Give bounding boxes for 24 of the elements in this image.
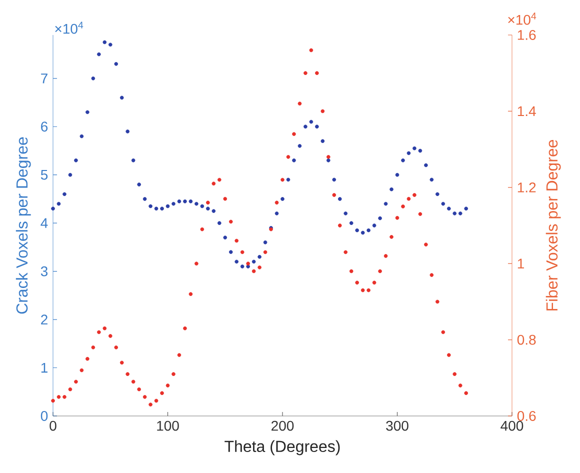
y2-tick-label: 1 <box>518 258 524 268</box>
x-tick-label: 400 <box>500 420 524 431</box>
y2-axis-title: Fiber Voxels per Degree <box>546 140 561 310</box>
x-tick-label: 100 <box>157 420 179 431</box>
y-tick-label: 7 <box>41 74 48 84</box>
y2-tick-label: 0.6 <box>517 411 536 421</box>
y-tick-label: 4 <box>40 218 48 228</box>
text: ×10$^{4}$ <box>508 12 536 25</box>
x-axis-title: Theta (Degrees) <box>224 440 340 456</box>
y-axis-title: Crack Voxels per Degree <box>16 137 31 314</box>
y-tick-label: 3 <box>40 266 48 276</box>
y-tick-label: 5 <box>40 170 48 180</box>
y2-tick-label: 0.8 <box>517 334 536 345</box>
y2-tick-label: 1.4 <box>518 106 536 116</box>
x-tick-label: 0 <box>50 420 56 431</box>
y-tick-label: 1 <box>41 362 48 373</box>
text: ×10$^{4}$ <box>55 22 84 34</box>
x-tick-label: 200 <box>272 420 294 431</box>
y2-tick-label: 1.2 <box>518 182 536 192</box>
y-tick-label: 0 <box>40 411 48 421</box>
y-tick-label: 2 <box>41 314 48 324</box>
x-tick-label: 300 <box>386 420 408 431</box>
y2-tick-label: 1.6 <box>518 30 536 40</box>
y-tick-label: 6 <box>41 122 48 132</box>
